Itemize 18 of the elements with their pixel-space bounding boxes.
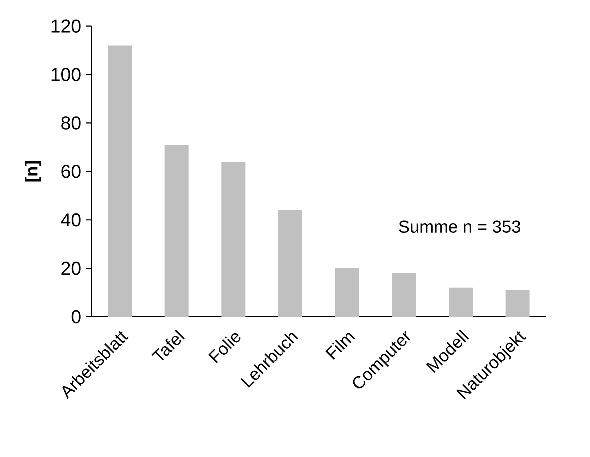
bar [278,210,302,317]
y-tick-label: 100 [52,68,81,82]
bar [335,268,360,317]
bar [222,162,246,317]
y-tick-label: 120 [52,20,81,33]
bar [108,46,132,317]
bar [164,145,189,317]
bar [392,273,416,317]
y-tick-label: 40 [61,213,81,227]
y-tick-label: 80 [62,116,81,130]
y-tick-label: 60 [62,165,81,178]
annotation: Summe n = 353 [399,220,520,234]
y-tick-label: 0 [72,310,81,324]
bar [506,290,530,317]
bar [448,288,473,317]
x-tick-label: Film [326,333,356,360]
y-axis-title: [n] [25,162,42,182]
y-tick-label: 20 [62,262,81,276]
